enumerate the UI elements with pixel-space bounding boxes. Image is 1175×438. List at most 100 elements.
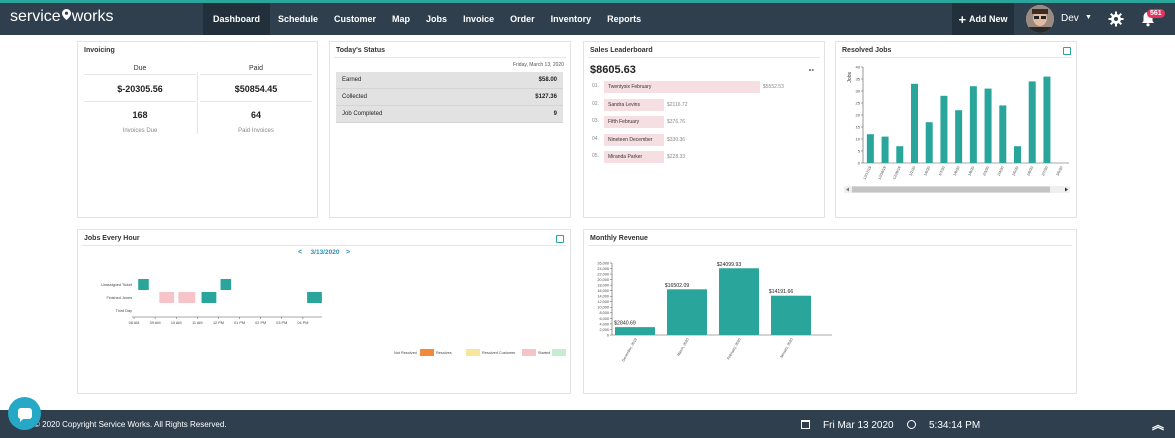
scroll-left-icon[interactable] [846,187,849,192]
status-value: $127.36 [535,94,557,100]
export-icon[interactable] [556,235,564,243]
leaderboard-row[interactable]: 04. Nineteen December $330.36 [592,133,812,146]
bar [955,110,963,163]
bar [719,268,759,335]
y-tick-label: 5 [858,149,861,154]
x-tick-label: 08 AM [129,321,140,325]
bar [940,95,948,163]
y-tick-label: 0 [858,161,861,166]
x-tick-label: 09 AM [150,321,161,325]
x-tick-label: 1/2/20 [909,166,917,177]
scrollbar-thumb[interactable] [852,186,1050,193]
user-name[interactable]: Dev [1061,13,1079,24]
x-tick-label: December, 2019 [621,338,638,363]
bar [866,134,874,163]
x-tick-label: 1/9/20 [967,166,975,177]
brand-name-left: service [10,8,61,25]
nav-item-dashboard[interactable]: Dashboard [203,3,271,35]
status-value: $58.00 [538,77,557,83]
scroll-top-icon[interactable]: ︽ [1152,418,1165,432]
nav-item-reports[interactable]: Reports [607,14,642,24]
x-tick-label: 3/5/20 [1056,166,1064,177]
leaderboard-rank: 04. [592,135,599,142]
divider [200,101,312,102]
caret-down-icon[interactable]: ▼ [1085,14,1092,21]
leaderboard-row[interactable]: 03. Fifth February $376.76 [592,116,812,128]
plus-icon: + [958,11,967,27]
add-new-label: Add New [969,14,1008,24]
timeline-block [307,292,322,303]
leaderboard-name: Nineteen December [608,136,653,143]
bar [896,146,904,163]
main-nav: Dashboard Schedule Customer Map Jobs Invoice O… [203,3,649,35]
leaderboard-row[interactable]: 05. Miranda Parker $228.33 [592,151,812,163]
bar [969,86,977,163]
brand-logo[interactable]: service works [10,8,113,26]
prev-date-icon[interactable]: < [298,249,302,256]
leaderboard-row[interactable]: 02. Sandra Levins $2116.72 [592,98,812,111]
divider [588,57,820,58]
y-tick-label: 25 [856,101,861,106]
x-tick-label: February, 2020 [726,338,742,361]
y-tick-label: 12,000 [597,300,609,304]
legend-label: Started [538,351,550,355]
clock-icon [907,420,916,429]
legend-label: Resolved Customer [482,351,516,355]
nav-item-map[interactable]: Map [392,14,411,24]
y-tick-label: 22,000 [597,272,609,276]
status-label: Collected [342,94,368,100]
divider [840,57,1072,58]
paid-label: Paid [200,62,312,75]
leaderboard-name: Miranda Parker [608,154,643,160]
timeline-date: 3/13/2020 [311,249,340,256]
bar [615,327,655,335]
legend-label: Not Resolved [394,351,417,355]
nav-item-jobs[interactable]: Jobs [426,14,448,24]
leaderboard-bar [604,98,664,111]
jobs-timeline-chart: <3/13/2020 > Unassigned Ticket Finished Jon… [101,249,566,356]
add-new-button[interactable]: + Add New [952,3,1014,35]
nav-item-inventory[interactable]: Inventory [550,14,592,24]
leaderboard-rank: 05. [592,153,599,159]
x-tick-label: 04 PM [297,321,308,325]
x-tick-label: 2/4/20 [997,166,1005,177]
todays-status-card: Today's Status Friday, March 13, 2020 Ea… [329,41,571,218]
scroll-right-icon[interactable] [1065,187,1068,192]
nav-item-order[interactable]: Order [510,14,535,24]
x-tick-label: 12/17/19 [863,166,873,180]
card-title: Today's Status [336,47,385,54]
y-tick-label: 4,000 [599,322,609,326]
chat-button[interactable] [8,397,41,430]
due-amount: $-20305.56 [117,84,163,94]
nav-item-invoice[interactable]: Invoice [463,14,495,24]
x-tick-label: 2/5/20 [1012,166,1020,177]
avatar[interactable] [1026,5,1054,33]
y-tick-label: 16,000 [597,289,609,293]
bar-data-label: $14191.66 [769,289,794,295]
bar-data-label: $2840.69 [614,321,636,327]
y-tick-label: 20 [856,113,861,118]
y-tick-label: 30 [856,89,861,94]
resolved-jobs-chart: Jobs 0 5 10 15 20 25 30 35 40 12/17/19 12/18/19 12/2… [844,65,1070,193]
nav-item-customer[interactable]: Customer [334,14,377,24]
status-date: Friday, March 13, 2020 [512,62,564,68]
leaderboard-value: $228.33 [667,154,686,160]
leaderboard-menu[interactable]: -- [808,65,814,74]
x-tick-label: 11 AM [192,321,202,325]
status-value: 9 [553,111,557,117]
x-tick-label: 12/26/19 [892,166,902,180]
nav-item-schedule[interactable]: Schedule [278,14,319,24]
top-navbar: service works Dashboard Schedule Customer M… [0,3,1175,35]
status-table: Earned $58.00 Collected $127.36 Job Complete… [336,72,563,123]
paid-caption: Paid Invoices [238,128,274,134]
leaderboard-row[interactable]: 01. Twentysix February $5552.53 [592,81,812,93]
export-icon[interactable] [1063,47,1071,55]
gear-icon[interactable] [1108,11,1124,27]
legend-swatch [552,349,566,356]
next-date-icon[interactable]: > [346,249,350,256]
leaderboard-bar [604,133,664,146]
timeline-block [201,292,217,303]
bar [667,289,707,335]
y-tick-label: 8,000 [599,311,609,315]
